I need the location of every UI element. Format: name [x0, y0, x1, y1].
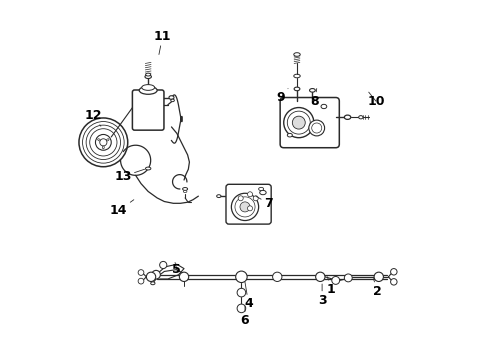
Circle shape [237, 288, 245, 297]
Circle shape [79, 118, 128, 167]
Circle shape [235, 197, 255, 217]
Circle shape [332, 276, 340, 284]
Ellipse shape [260, 190, 266, 195]
Ellipse shape [294, 53, 300, 56]
Circle shape [316, 272, 325, 282]
Ellipse shape [98, 139, 100, 141]
Circle shape [312, 123, 322, 133]
Circle shape [287, 111, 310, 134]
Ellipse shape [102, 146, 104, 149]
Ellipse shape [151, 282, 155, 285]
Circle shape [247, 206, 252, 211]
Ellipse shape [310, 89, 315, 92]
Text: 13: 13 [114, 169, 145, 183]
Text: 14: 14 [110, 200, 134, 217]
Circle shape [236, 271, 247, 283]
Text: 5: 5 [172, 262, 181, 276]
Circle shape [374, 272, 383, 282]
Circle shape [237, 304, 245, 313]
Circle shape [96, 134, 111, 150]
FancyBboxPatch shape [226, 184, 271, 224]
Text: 6: 6 [241, 306, 249, 327]
Circle shape [293, 116, 305, 129]
Circle shape [231, 193, 259, 221]
Ellipse shape [171, 99, 174, 102]
Ellipse shape [359, 116, 363, 119]
Circle shape [391, 269, 397, 275]
Ellipse shape [183, 190, 187, 193]
Circle shape [90, 129, 117, 156]
Circle shape [82, 122, 124, 163]
Circle shape [284, 108, 314, 138]
Circle shape [160, 261, 167, 269]
Text: 2: 2 [373, 279, 382, 298]
Circle shape [240, 202, 250, 212]
Text: 7: 7 [256, 196, 272, 210]
Circle shape [391, 279, 397, 285]
Ellipse shape [321, 104, 327, 109]
Text: 9: 9 [276, 89, 288, 104]
Circle shape [86, 125, 121, 159]
Ellipse shape [294, 87, 300, 91]
Ellipse shape [183, 188, 188, 190]
Circle shape [238, 196, 243, 201]
FancyBboxPatch shape [280, 98, 339, 148]
FancyBboxPatch shape [132, 90, 164, 130]
Text: 11: 11 [154, 30, 172, 54]
Ellipse shape [145, 75, 151, 78]
Circle shape [138, 270, 144, 275]
Text: 8: 8 [311, 89, 319, 108]
Text: 3: 3 [318, 284, 326, 307]
Circle shape [344, 274, 352, 282]
Ellipse shape [169, 96, 174, 99]
Ellipse shape [259, 187, 264, 190]
Ellipse shape [287, 134, 293, 137]
Circle shape [272, 272, 282, 282]
Circle shape [253, 196, 258, 201]
Text: 4: 4 [244, 282, 253, 310]
Text: 10: 10 [367, 92, 385, 108]
Circle shape [147, 272, 156, 282]
Text: 12: 12 [85, 109, 102, 126]
Circle shape [309, 120, 324, 136]
Ellipse shape [217, 195, 221, 198]
Ellipse shape [139, 86, 157, 94]
Ellipse shape [146, 73, 151, 76]
Ellipse shape [106, 139, 109, 141]
Circle shape [138, 278, 144, 284]
Ellipse shape [146, 167, 151, 170]
Circle shape [152, 270, 160, 279]
Ellipse shape [142, 85, 155, 90]
Circle shape [247, 192, 252, 197]
Circle shape [179, 272, 189, 282]
Ellipse shape [294, 74, 300, 78]
Text: 1: 1 [327, 277, 336, 296]
Ellipse shape [344, 115, 351, 120]
Circle shape [100, 139, 107, 146]
